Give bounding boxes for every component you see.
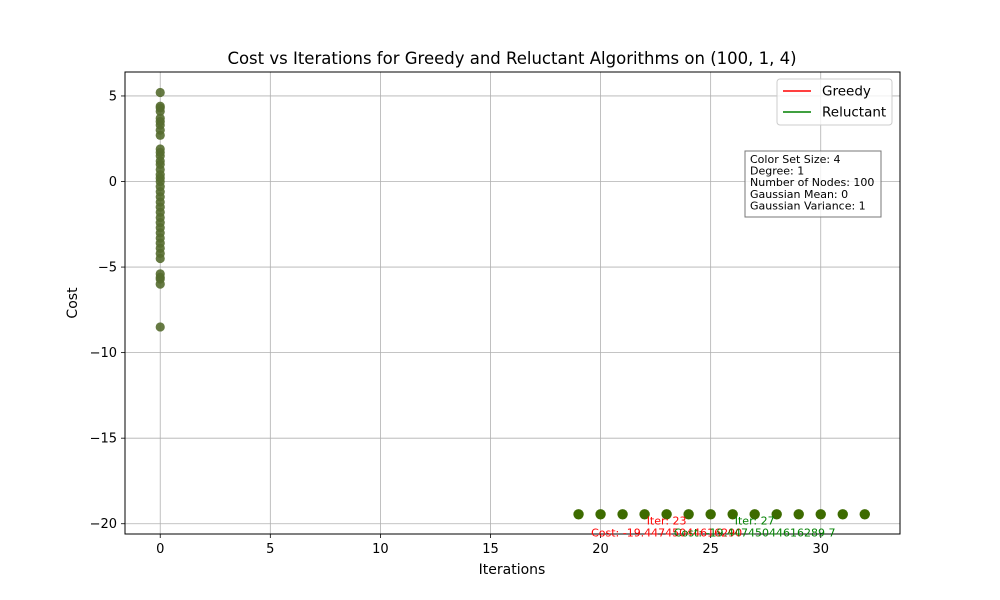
scatter-point-tail (661, 509, 672, 520)
legend-entry: Reluctant (822, 105, 886, 121)
scatter-point-iter0 (155, 279, 165, 289)
scatter-point-tail (815, 509, 826, 520)
scatter-point-tail (705, 509, 716, 520)
scatter-point-tail (573, 509, 584, 520)
annotation-label: Cost: -19.44745044616289 7 (674, 526, 836, 539)
scatter-point-tail (859, 509, 870, 520)
scatter-point-iter0 (155, 87, 165, 98)
y-tick-label: 5 (109, 89, 117, 104)
y-tick-label: −15 (90, 432, 117, 447)
x-axis-label: Iterations (479, 562, 546, 578)
x-tick-label: 25 (702, 542, 719, 557)
x-tick-label: 30 (812, 542, 829, 557)
legend-entry: Greedy (822, 84, 871, 100)
scatter-point-tail (749, 509, 760, 520)
scatter-point-iter0 (155, 106, 165, 116)
info-box-line: Color Set Size: 4 (750, 153, 841, 166)
tick-layer: 0 5 10 15 20 25 30 5 0 −5 −10 −15 −20 (90, 89, 829, 557)
scatter-point-tail (617, 509, 628, 520)
scatter-point-tail (683, 509, 694, 520)
scatter-point-iter0 (155, 253, 165, 264)
scatter-point-tail (639, 509, 650, 520)
y-tick-label: −5 (98, 261, 117, 276)
grid-layer (125, 72, 900, 534)
scatter-point-iter0 (155, 322, 165, 332)
scatter-point-tail (771, 509, 782, 520)
info-box-line: Number of Nodes: 100 (750, 176, 874, 189)
info-box-line: Degree: 1 (750, 165, 804, 178)
y-tick-label: −10 (90, 346, 117, 361)
y-axis-label: Cost (65, 287, 81, 319)
x-tick-label: 0 (156, 542, 164, 557)
plot-frame (124, 71, 901, 535)
x-tick-label: 20 (592, 542, 609, 557)
y-tick-label: 0 (109, 175, 117, 190)
scatter-point-tail (727, 509, 738, 520)
chart-title: Cost vs Iterations for Greedy and Reluct… (227, 49, 796, 68)
info-box-line: Gaussian Variance: 1 (750, 199, 866, 212)
scatter-point-tail (837, 509, 848, 520)
legend: Greedy Reluctant (776, 78, 893, 126)
annotation-label: Cost: -19.44745044616290 (591, 526, 742, 539)
x-tick-label: 15 (482, 542, 499, 557)
scatter-point-tail (595, 509, 606, 520)
scatter-point-tail (793, 509, 804, 520)
y-tick-label: −20 (90, 517, 117, 532)
scatter-point-iter0 (155, 130, 165, 140)
info-box-frame (744, 150, 882, 218)
x-tick-label: 10 (372, 542, 389, 557)
info-box-line: Gaussian Mean: 0 (750, 188, 848, 201)
x-tick-label: 5 (266, 542, 274, 557)
point-layer (155, 87, 870, 520)
annotation-label: Iter: 23 (647, 514, 687, 527)
annotation-label: Iter: 27 (735, 514, 775, 527)
